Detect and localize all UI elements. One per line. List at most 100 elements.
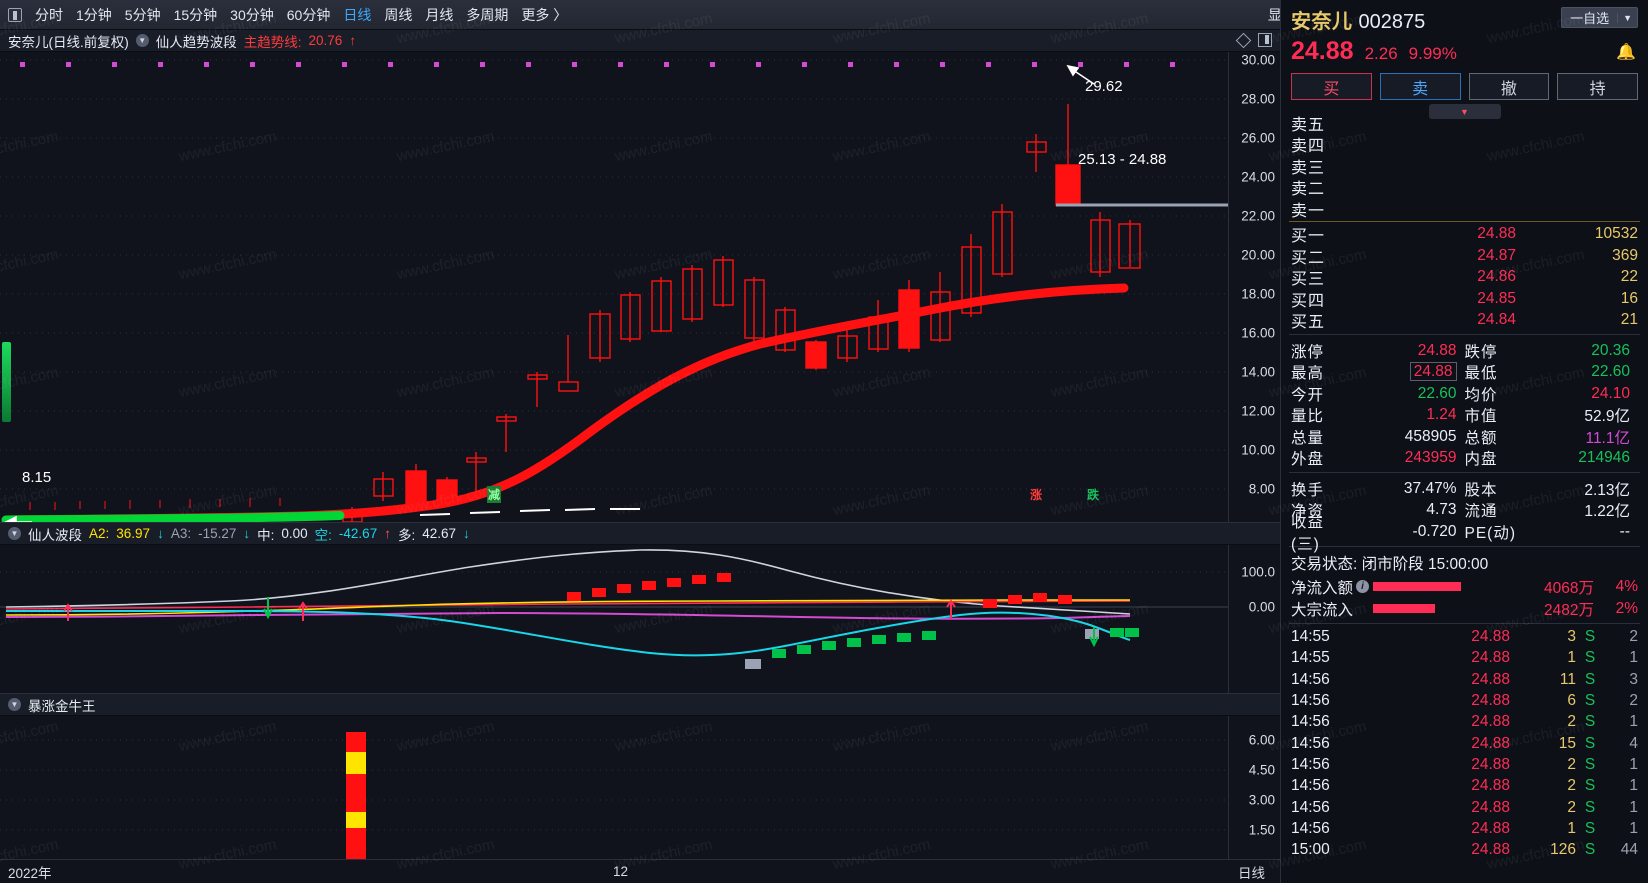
candlestick-plot bbox=[0, 59, 1228, 522]
price-pane[interactable]: 29.62 25.13 - 24.88 8.15 减 涨 跌 30.00 28.… bbox=[0, 52, 1280, 522]
quote-price-row: 24.88 2.26 9.99% 🔔 bbox=[1281, 34, 1648, 66]
tick-price: 24.88 bbox=[1471, 841, 1510, 859]
chevron-down-icon[interactable]: ▼ bbox=[8, 698, 21, 711]
bid-row[interactable]: 买三 24.86 22 bbox=[1281, 267, 1648, 288]
ask-row[interactable]: 卖一 bbox=[1281, 198, 1648, 220]
stats-table: 涨停 24.88 跌停 20.36 最高 24.88 最低 22.60 今开 22.60 … bbox=[1281, 338, 1648, 469]
y-tick: 16.00 bbox=[1241, 325, 1275, 341]
stat-value: 2.13亿 bbox=[1584, 481, 1630, 499]
bell-icon[interactable]: 🔔 bbox=[1616, 44, 1636, 61]
tick-row[interactable]: 14:56 24.88 2 S 1 bbox=[1291, 776, 1638, 797]
order-book-divider bbox=[1289, 220, 1640, 222]
stat-value: 20.36 bbox=[1591, 341, 1630, 359]
cancel-button[interactable]: 撤 bbox=[1468, 73, 1550, 100]
collapse-handle[interactable]: ▼ bbox=[1428, 104, 1501, 119]
tab-15min[interactable]: 15分钟 bbox=[173, 6, 218, 23]
tick-row[interactable]: 14:56 24.88 11 S 3 bbox=[1291, 669, 1638, 690]
chevron-down-icon[interactable]: ▼ bbox=[8, 527, 21, 540]
bid-volume: 21 bbox=[1620, 311, 1638, 329]
stats-row: 最高 24.88 最低 22.60 bbox=[1291, 362, 1638, 384]
ask-row[interactable]: 卖三 bbox=[1281, 155, 1648, 177]
indicator-short-label: 空: bbox=[314, 527, 332, 543]
info-icon[interactable]: i bbox=[1356, 580, 1370, 593]
tick-row[interactable]: 14:55 24.88 1 S 1 bbox=[1291, 648, 1638, 669]
tick-row[interactable]: 14:56 24.88 2 S 1 bbox=[1291, 797, 1638, 818]
tick-time: 14:56 bbox=[1291, 670, 1330, 688]
stats-row: 今开 22.60 均价 24.10 bbox=[1291, 383, 1638, 405]
stat-value: 24.10 bbox=[1591, 384, 1630, 402]
indicator-a2-arrow-icon: ↓ bbox=[157, 526, 164, 541]
tick-volume: 2 bbox=[1567, 755, 1576, 773]
stat-key: 量比 bbox=[1291, 408, 1325, 426]
tab-30min[interactable]: 30分钟 bbox=[230, 6, 274, 23]
add-to-watchlist-button[interactable]: 一自选 ▼ bbox=[1561, 7, 1638, 28]
left-scale-gauge[interactable] bbox=[2, 342, 11, 422]
tab-5min[interactable]: 5分钟 bbox=[124, 6, 161, 23]
bid-label: 买二 bbox=[1291, 249, 1326, 267]
indicator-long-arrow-icon: ↓ bbox=[463, 526, 470, 541]
tab-60min[interactable]: 60分钟 bbox=[286, 6, 331, 23]
tick-price: 24.88 bbox=[1471, 692, 1510, 710]
pane-divider bbox=[0, 522, 1280, 523]
ask-row[interactable]: 卖二 bbox=[1281, 177, 1648, 198]
price-indicator-name[interactable]: 仙人趋势波段 bbox=[155, 34, 237, 50]
chevron-down-icon[interactable]: ▼ bbox=[135, 34, 149, 47]
indicator-a3-label: A3: bbox=[170, 526, 192, 541]
high-price-annotation: 29.62 bbox=[1085, 78, 1123, 95]
bottom-indicator-title[interactable]: 暴涨金牛王 bbox=[28, 698, 96, 714]
stat-key: 流通 bbox=[1464, 503, 1498, 521]
net-inflow-label: 净流入额 i bbox=[1291, 576, 1373, 598]
tab-monthly[interactable]: 月线 bbox=[425, 6, 454, 23]
stats-row: 总量 458905 总额 11.1亿 bbox=[1291, 426, 1638, 448]
tab-daily[interactable]: 日线 bbox=[343, 6, 372, 23]
tab-1min[interactable]: 1分钟 bbox=[76, 6, 112, 23]
tick-count: 44 bbox=[1620, 841, 1638, 859]
tab-multi-period[interactable]: 多周期 bbox=[466, 6, 509, 23]
stats-row: 收益(三) -0.720 PE(动) -- bbox=[1291, 514, 1638, 553]
indicator-pane[interactable]: 100.0 0.00 bbox=[0, 545, 1280, 693]
tick-row[interactable]: 14:56 24.88 2 S 1 bbox=[1291, 712, 1638, 733]
stat-key: 最低 bbox=[1464, 365, 1498, 383]
stat-value-highlighted: 24.88 bbox=[1343, 362, 1465, 382]
tick-side: S bbox=[1584, 734, 1596, 752]
bid-row[interactable]: 买一 24.88 10532 bbox=[1281, 224, 1648, 245]
stats-row: 量比 1.24 市值 52.9亿 bbox=[1291, 405, 1638, 427]
tick-row[interactable]: 14:56 24.88 2 S 1 bbox=[1291, 754, 1638, 775]
stat-value: 37.47% bbox=[1403, 479, 1457, 497]
layout-icon[interactable] bbox=[8, 7, 22, 22]
bottom-pane[interactable]: 6.00 4.50 3.00 1.50 bbox=[0, 716, 1280, 876]
stat-value: 24.88 bbox=[1417, 341, 1457, 359]
indicator-title[interactable]: 仙人波段 bbox=[28, 527, 82, 543]
tick-row[interactable]: 14:55 24.88 3 S 2 bbox=[1291, 627, 1638, 648]
bid-price: 24.87 bbox=[1477, 246, 1516, 264]
block-inflow-value: 2482万 bbox=[1544, 601, 1594, 619]
bid-row[interactable]: 买四 24.85 16 bbox=[1281, 288, 1648, 310]
stat-value: 22.60 bbox=[1591, 363, 1630, 381]
tick-row[interactable]: 15:00 24.88 126 S 44 bbox=[1291, 839, 1638, 860]
trade-status-phase: 闭市阶段 bbox=[1361, 555, 1424, 573]
tab-weekly[interactable]: 周线 bbox=[384, 6, 413, 23]
tab-more[interactable]: 更多 〉 bbox=[521, 6, 568, 23]
tick-price: 24.88 bbox=[1471, 734, 1510, 752]
tick-count: 1 bbox=[1629, 777, 1638, 795]
tab-fenshi[interactable]: 分时 bbox=[35, 6, 63, 23]
bid-row[interactable]: 买二 24.87 369 bbox=[1281, 245, 1648, 267]
tick-side: S bbox=[1584, 798, 1596, 816]
tick-row[interactable]: 14:56 24.88 15 S 4 bbox=[1291, 733, 1638, 754]
holdings-button[interactable]: 持 bbox=[1557, 73, 1638, 100]
sell-button[interactable]: 卖 bbox=[1379, 73, 1461, 100]
tick-log[interactable]: 14:55 24.88 3 S 2 14:55 24.88 1 S 1 14:5… bbox=[1281, 627, 1648, 861]
buy-button[interactable]: 买 bbox=[1291, 73, 1372, 100]
diamond-icon[interactable] bbox=[1235, 32, 1252, 48]
stat-key: 总额 bbox=[1464, 429, 1498, 447]
tick-count: 1 bbox=[1629, 819, 1638, 837]
y-tick: 20.00 bbox=[1241, 247, 1275, 263]
panel-toggle-icon[interactable] bbox=[1258, 33, 1272, 47]
chevron-down-icon[interactable]: ▼ bbox=[1617, 12, 1637, 23]
ask-row[interactable]: 卖四 bbox=[1281, 134, 1648, 155]
tick-row[interactable]: 14:56 24.88 1 S 1 bbox=[1291, 818, 1638, 839]
tick-time: 14:55 bbox=[1291, 649, 1330, 667]
tick-row[interactable]: 14:56 24.88 6 S 2 bbox=[1291, 690, 1638, 711]
bid-row[interactable]: 买五 24.84 21 bbox=[1281, 310, 1648, 331]
ask-row[interactable]: 卖五 bbox=[1281, 112, 1648, 134]
